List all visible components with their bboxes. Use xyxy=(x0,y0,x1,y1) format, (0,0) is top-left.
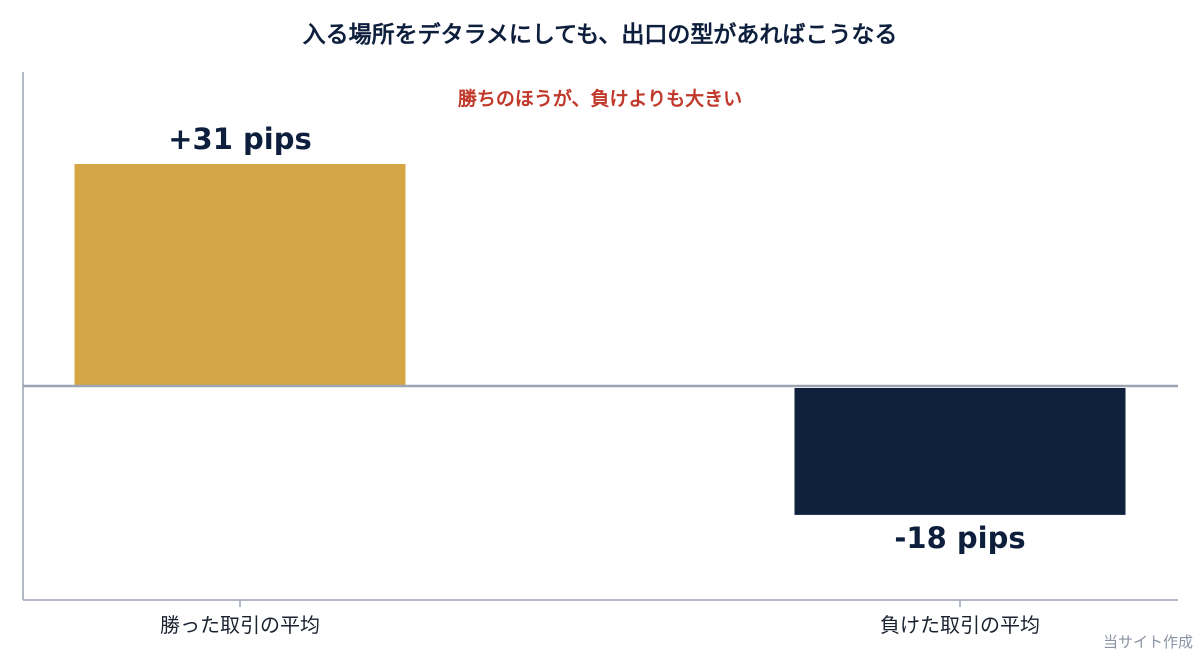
value-label: -18 pips xyxy=(894,521,1025,555)
chart-annotation: 勝ちのほうが、負けよりも大きい xyxy=(458,87,742,110)
x-tick-label: 勝った取引の平均 xyxy=(160,613,320,637)
value-label: +31 pips xyxy=(168,122,311,156)
source-note: 当サイト作成 xyxy=(1103,633,1193,651)
bars-layer xyxy=(74,164,1126,515)
chart-title: 入る場所をデタラメにしても、出口の型があればこうなる xyxy=(303,21,898,48)
x-tick-label: 負けた取引の平均 xyxy=(880,613,1040,637)
labels-layer: +31 pips 勝った取引の平均 -18 pips 負けた取引の平均 xyxy=(160,122,1040,637)
bar-win-average xyxy=(74,164,406,386)
bar-loss-average xyxy=(794,388,1126,515)
